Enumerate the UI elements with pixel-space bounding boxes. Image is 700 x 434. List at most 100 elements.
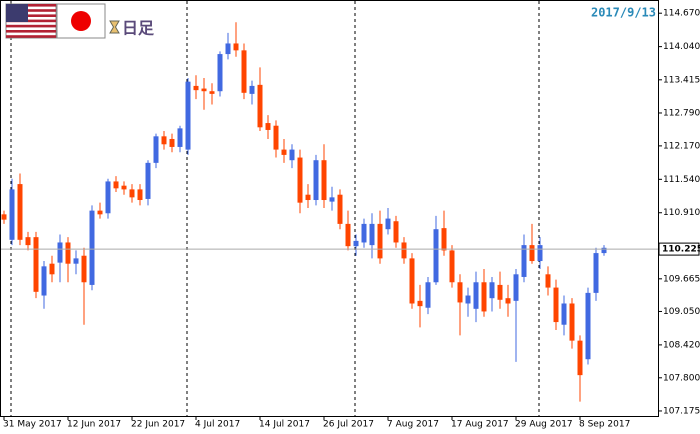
candle-body bbox=[217, 54, 223, 92]
candle-body bbox=[97, 210, 103, 215]
y-tick-label: 109.050 bbox=[663, 307, 700, 317]
candle-body bbox=[105, 181, 111, 214]
candle-body bbox=[41, 266, 47, 296]
candle-body bbox=[81, 255, 87, 283]
y-tick-label: 110.910 bbox=[663, 208, 700, 218]
x-tick-label: 29 Aug 2017 bbox=[515, 420, 573, 430]
candle-body bbox=[177, 128, 183, 147]
candle-body bbox=[353, 240, 359, 247]
candle-body bbox=[313, 160, 319, 201]
candle-body bbox=[145, 162, 151, 199]
x-tick-label: 26 Jul 2017 bbox=[323, 420, 374, 430]
candle-body bbox=[65, 242, 71, 264]
candle-body bbox=[33, 237, 39, 292]
candle-body bbox=[489, 282, 495, 299]
x-tick-label: 4 Jul 2017 bbox=[195, 420, 240, 430]
candle-body bbox=[361, 223, 367, 243]
candle-body bbox=[385, 218, 391, 230]
candle-body bbox=[401, 242, 407, 259]
x-tick-label: 17 Aug 2017 bbox=[451, 420, 509, 430]
candle-body bbox=[121, 185, 127, 190]
candle-body bbox=[497, 284, 503, 300]
candle-body bbox=[433, 229, 439, 283]
candle-body bbox=[273, 125, 279, 150]
candle-body bbox=[417, 300, 423, 307]
candle-body bbox=[297, 157, 303, 203]
candle-body bbox=[577, 340, 583, 376]
candle-body bbox=[505, 298, 511, 304]
candle-body bbox=[441, 228, 447, 251]
candle-body bbox=[305, 194, 311, 201]
y-tick-label: 112.170 bbox=[663, 141, 700, 151]
candle-body bbox=[129, 189, 135, 198]
candle-body bbox=[425, 282, 431, 308]
candle-body bbox=[457, 282, 463, 303]
candle-body bbox=[465, 295, 471, 304]
x-tick-label: 12 Jun 2017 bbox=[67, 420, 121, 430]
candle-body bbox=[593, 253, 599, 293]
candle-body bbox=[137, 189, 143, 201]
x-tick-label: 14 Jul 2017 bbox=[259, 420, 310, 430]
y-tick-label: 114.670 bbox=[663, 9, 700, 19]
candle-body bbox=[569, 303, 575, 341]
candle-body bbox=[57, 242, 63, 263]
candle-body bbox=[369, 223, 375, 246]
candle-body bbox=[281, 149, 287, 155]
candle-body bbox=[585, 292, 591, 360]
y-tick-label: 107.800 bbox=[663, 373, 700, 383]
candle-body bbox=[481, 282, 487, 312]
candle-body bbox=[329, 197, 335, 202]
candle-body bbox=[49, 263, 55, 275]
timeframe: 日足 bbox=[122, 19, 155, 38]
candle-body bbox=[249, 85, 255, 94]
candle-body bbox=[193, 85, 199, 91]
candle-body bbox=[89, 210, 95, 285]
candle-body bbox=[537, 245, 543, 262]
candle-body bbox=[1, 214, 7, 220]
candle-body bbox=[161, 136, 167, 145]
candle-body bbox=[225, 43, 231, 55]
candle-body bbox=[473, 282, 479, 309]
price-label-box bbox=[658, 242, 700, 256]
candle-body bbox=[321, 160, 327, 201]
y-tick-label: 107.175 bbox=[663, 406, 700, 416]
candle-body bbox=[241, 50, 247, 93]
price-label: 110.225 bbox=[662, 245, 700, 255]
candle-body bbox=[553, 287, 559, 323]
y-tick-label: 112.790 bbox=[663, 108, 700, 118]
candle-body bbox=[345, 223, 351, 247]
candle-body bbox=[257, 84, 263, 128]
candle-body bbox=[393, 221, 399, 243]
candle-body bbox=[409, 258, 415, 304]
candle-body bbox=[513, 274, 519, 301]
us-flag bbox=[5, 3, 57, 39]
x-tick-label: 8 Sep 2017 bbox=[579, 420, 630, 430]
candle-body bbox=[73, 258, 79, 264]
candle-body bbox=[113, 181, 119, 189]
y-tick-label: 113.415 bbox=[663, 75, 700, 85]
y-tick-label: 109.665 bbox=[663, 274, 700, 284]
candle-body bbox=[209, 91, 215, 94]
y-tick-label: 111.540 bbox=[663, 175, 700, 185]
candle-body bbox=[449, 250, 455, 283]
candle-body bbox=[289, 149, 295, 161]
candle-body bbox=[25, 237, 31, 246]
x-tick-label: 7 Aug 2017 bbox=[387, 420, 439, 430]
candle-body bbox=[529, 245, 535, 262]
candle-body bbox=[17, 184, 23, 240]
candle-body bbox=[337, 194, 343, 224]
candle-body bbox=[377, 223, 383, 259]
candle-body bbox=[9, 189, 15, 240]
x-tick-label: 31 May 2017 bbox=[3, 420, 62, 430]
candle-body bbox=[153, 136, 159, 163]
candle-body bbox=[561, 303, 567, 325]
candle-body bbox=[265, 123, 271, 130]
candle-body bbox=[545, 274, 551, 288]
y-tick-label: 108.420 bbox=[663, 340, 700, 350]
date-label: 2017/9/13 bbox=[591, 6, 656, 20]
y-tick-label: 114.040 bbox=[663, 42, 700, 52]
candle-body bbox=[201, 88, 207, 92]
candle-body bbox=[169, 138, 175, 147]
jp-flag bbox=[56, 3, 106, 39]
